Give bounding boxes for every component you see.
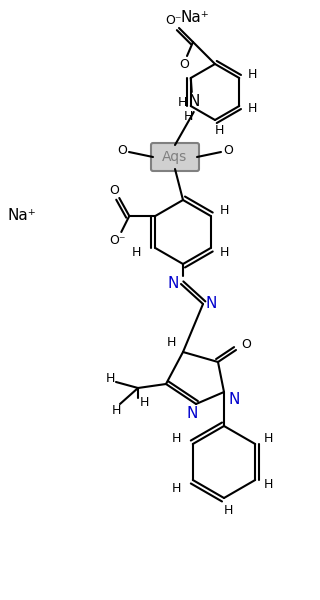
FancyBboxPatch shape [151, 143, 199, 171]
Text: H: H [248, 101, 257, 115]
Text: H: H [263, 433, 273, 445]
Text: N: N [188, 94, 199, 109]
Text: N: N [167, 277, 179, 292]
Text: O: O [109, 184, 119, 196]
Text: H: H [139, 395, 149, 409]
Text: H: H [105, 371, 115, 385]
Text: Na⁺: Na⁺ [180, 10, 209, 25]
Text: N: N [205, 296, 217, 311]
Text: H: H [172, 481, 181, 494]
Text: H: H [263, 479, 273, 491]
Text: H: H [184, 110, 193, 124]
Text: H: H [220, 203, 229, 217]
Text: O⁻: O⁻ [165, 13, 181, 26]
Text: Aqs: Aqs [162, 150, 188, 164]
Text: O: O [223, 143, 233, 157]
Text: H: H [248, 67, 257, 80]
Text: H: H [111, 403, 121, 416]
Text: H: H [172, 433, 181, 445]
Text: H: H [166, 335, 176, 349]
Text: H: H [220, 245, 229, 259]
Text: H: H [178, 95, 188, 109]
Text: O: O [179, 58, 189, 70]
Text: H: H [223, 505, 233, 517]
Text: O: O [117, 143, 127, 157]
Text: N: N [228, 392, 240, 407]
Text: H: H [132, 245, 141, 259]
Text: O⁻: O⁻ [109, 233, 125, 247]
Text: Na⁺: Na⁺ [8, 208, 36, 223]
Text: H: H [214, 124, 224, 137]
Text: O: O [241, 337, 251, 350]
Text: N: N [186, 407, 198, 421]
